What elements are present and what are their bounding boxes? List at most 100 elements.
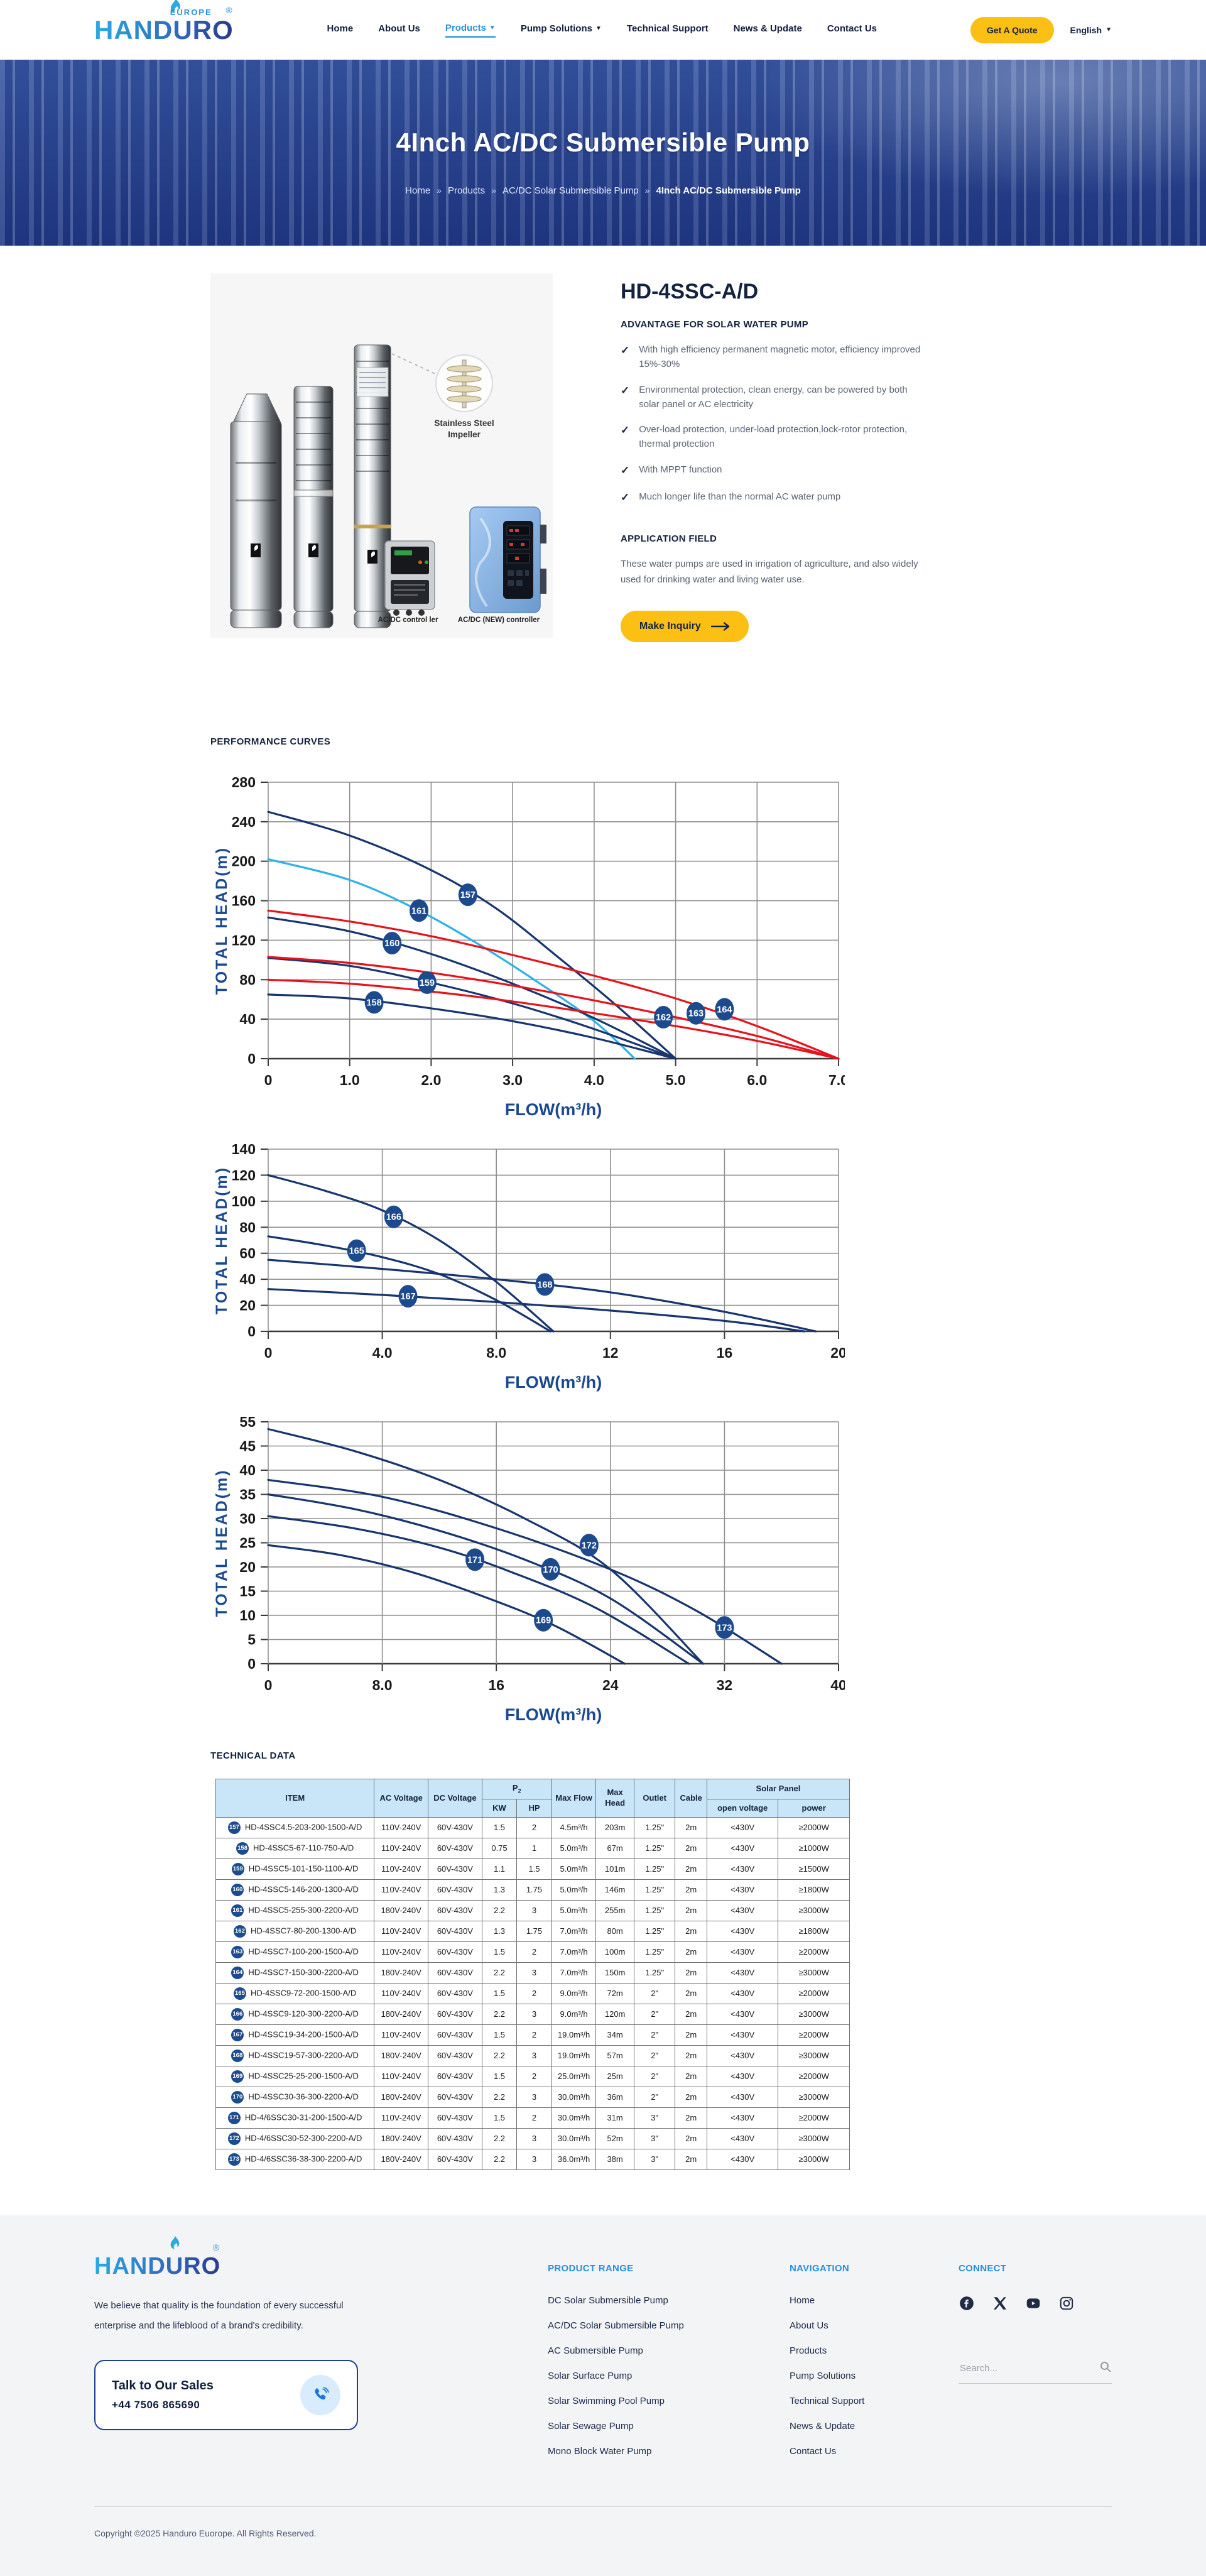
advantage-text: With MPPT function — [639, 464, 722, 475]
svg-text:166: 166 — [386, 1212, 401, 1222]
footer-link-ac-dc-solar-submersible-pump[interactable]: AC/DC Solar Submersible Pump — [548, 2320, 684, 2331]
footer-link-contact-us[interactable]: Contact Us — [790, 2445, 837, 2457]
data-cell: <430V — [706, 2024, 779, 2046]
footer-link-solar-sewage-pump[interactable]: Solar Sewage Pump — [548, 2420, 634, 2431]
facebook-icon[interactable] — [959, 2295, 975, 2311]
data-cell: 2m — [675, 1962, 707, 1984]
data-cell: ≥3000W — [778, 2044, 850, 2066]
data-cell: ≥1000W — [778, 1837, 850, 1859]
svg-text:157: 157 — [460, 890, 475, 900]
model-number-badge: 165 — [233, 1987, 246, 2000]
footer-link-solar-swimming-pool-pump[interactable]: Solar Swimming Pool Pump — [548, 2395, 665, 2406]
column-header-dc-voltage: DC Voltage — [428, 1778, 482, 1818]
data-cell: 101m — [595, 1858, 634, 1880]
data-cell: 60V-430V — [428, 1920, 482, 1942]
data-cell: 1.25" — [633, 1920, 676, 1942]
technical-data-table-wrap: ITEM AC Voltage DC Voltage P2 Max Flow Max He… — [210, 1778, 996, 2170]
footer-link-about-us[interactable]: About Us — [790, 2320, 828, 2331]
connect-heading: CONNECT — [958, 2262, 1007, 2274]
nav-item-news-update[interactable]: News & Update — [733, 23, 802, 34]
table-row-172: 172 HD-4/6SSC30-52-300-2200-A/D 180V-240V 6… — [215, 2127, 850, 2149]
data-cell: 3 — [516, 1962, 552, 1984]
data-cell: 2m — [675, 2086, 707, 2108]
data-cell: 1.1 — [481, 1858, 518, 1880]
nav-item-home[interactable]: Home — [327, 23, 354, 34]
search-icon[interactable] — [1099, 2360, 1112, 2376]
youtube-icon[interactable] — [1025, 2295, 1041, 2311]
data-cell: 2" — [633, 2044, 676, 2066]
get-a-quote-button[interactable]: Get A Quote — [970, 16, 1054, 43]
data-cell: 110V-240V — [374, 1941, 429, 1963]
model-name: HD-4SSC19-57-300-2200-A/D — [248, 2050, 359, 2060]
data-cell: <430V — [706, 2003, 779, 2025]
data-cell: 2" — [633, 1982, 676, 2004]
footer-link-home[interactable]: Home — [790, 2295, 815, 2306]
column-header-p2: P2 — [481, 1778, 552, 1799]
table-row-165: 165 HD-4SSC9-72-200-1500-A/D 110V-240V 60V-… — [215, 1982, 850, 2004]
site-logo[interactable]: HANDURO EUROPE ® — [94, 0, 234, 43]
breadcrumb-item-home[interactable]: Home — [405, 185, 431, 196]
footer-link-solar-surface-pump[interactable]: Solar Surface Pump — [548, 2370, 633, 2381]
performance-chart-3: 0 5 10 15 20 25 30 35 40 45 55 0 8.0 16 24 32 40 171 170 17… — [210, 1412, 996, 1729]
advantage-item: ✓ Environmental protection, clean energy,… — [621, 383, 922, 412]
table-row-159: 159 HD-4SSC5-101-150-1100-A/D 110V-240V 60V… — [215, 1858, 850, 1880]
data-cell: 80m — [595, 1920, 634, 1942]
data-cell: 2m — [675, 1899, 707, 1921]
product-section: Stainless Steel Impeller AC/DC control l… — [210, 273, 996, 642]
instagram-icon[interactable] — [1058, 2295, 1075, 2311]
nav-item-pump-solutions[interactable]: Pump Solutions ▼ — [520, 23, 602, 34]
data-cell: 30.0m³/h — [551, 2127, 597, 2149]
table-row-171: 171 HD-4/6SSC30-31-200-1500-A/D 110V-240V 6… — [215, 2107, 850, 2129]
x-icon[interactable] — [992, 2295, 1008, 2311]
breadcrumb-item-products[interactable]: Products — [447, 185, 486, 196]
performance-chart-2: 0 20 40 60 80 100 120 140 0 4.0 8.0 12 16 20 166 165 168… — [210, 1139, 996, 1397]
nav-item-about-us[interactable]: About Us — [378, 23, 420, 34]
data-cell: 2" — [633, 2024, 676, 2046]
model-number-badge: 159 — [231, 1862, 244, 1875]
data-cell: 0.75 — [481, 1837, 518, 1859]
data-cell: ≥2000W — [778, 2107, 850, 2129]
data-cell: 25m — [595, 2065, 634, 2087]
data-cell: 38m — [595, 2148, 634, 2170]
data-cell: 2m — [675, 1837, 707, 1859]
data-cell: 9.0m³/h — [551, 1982, 597, 2004]
make-inquiry-button[interactable]: Make Inquiry — [621, 610, 749, 642]
data-cell: 1.25" — [633, 1858, 676, 1880]
model-number-badge: 166 — [231, 2007, 244, 2021]
footer-link-pump-solutions[interactable]: Pump Solutions — [790, 2370, 856, 2381]
model-number-badge: 162 — [233, 1924, 246, 1938]
svg-text:4.0: 4.0 — [584, 1072, 604, 1088]
nav-item-technical-support[interactable]: Technical Support — [626, 23, 709, 34]
data-cell: 52m — [595, 2127, 634, 2149]
search-input[interactable] — [958, 2362, 1099, 2374]
site-header: HANDURO EUROPE ® Home About Us Products ▼ Pu… — [0, 0, 1206, 60]
footer-link-products[interactable]: Products — [790, 2345, 827, 2356]
item-cell: 162 HD-4SSC7-80-200-1300-A/D — [215, 1920, 375, 1942]
svg-text:60: 60 — [239, 1245, 256, 1261]
svg-text:0: 0 — [247, 1656, 256, 1672]
application-heading: APPLICATION FIELD — [621, 533, 717, 545]
footer-link-dc-solar-submersible-pump[interactable]: DC Solar Submersible Pump — [548, 2295, 668, 2306]
column-header-open-voltage: open voltage — [706, 1798, 779, 1818]
advantage-item: ✓ Over-load protection, under-load protec… — [621, 422, 922, 452]
data-cell: 7.0m³/h — [551, 1920, 597, 1942]
data-cell: 2" — [633, 2003, 676, 2025]
table-row-163: 163 HD-4SSC7-100-200-1500-A/D 110V-240V 60V… — [215, 1941, 850, 1963]
language-selector[interactable]: English ▼ — [1070, 25, 1112, 35]
social-links — [959, 2295, 1112, 2311]
nav-item-products[interactable]: Products ▼ — [445, 23, 496, 38]
data-cell: 60V-430V — [428, 1837, 482, 1859]
footer-link-mono-block-water-pump[interactable]: Mono Block Water Pump — [548, 2445, 652, 2457]
item-cell: 164 HD-4SSC7-150-300-2200-A/D — [215, 1962, 375, 1984]
svg-text:160: 160 — [384, 939, 399, 949]
footer-logo[interactable]: HANDURO ® — [94, 2235, 220, 2278]
data-cell: <430V — [706, 1837, 779, 1859]
data-cell: 1.25" — [633, 1816, 676, 1838]
footer-link-technical-support[interactable]: Technical Support — [790, 2395, 865, 2406]
footer-link-news-update[interactable]: News & Update — [790, 2420, 856, 2431]
data-cell: 2 — [516, 2107, 552, 2129]
nav-item-contact-us[interactable]: Contact Us — [827, 23, 877, 34]
breadcrumb-item-ac-dc-solar-submersible-pump[interactable]: AC/DC Solar Submersible Pump — [502, 185, 639, 196]
footer-link-ac-submersible-pump[interactable]: AC Submersible Pump — [548, 2345, 643, 2356]
talk-to-sales-card[interactable]: Talk to Our Sales +44 7506 865690 — [94, 2360, 358, 2431]
